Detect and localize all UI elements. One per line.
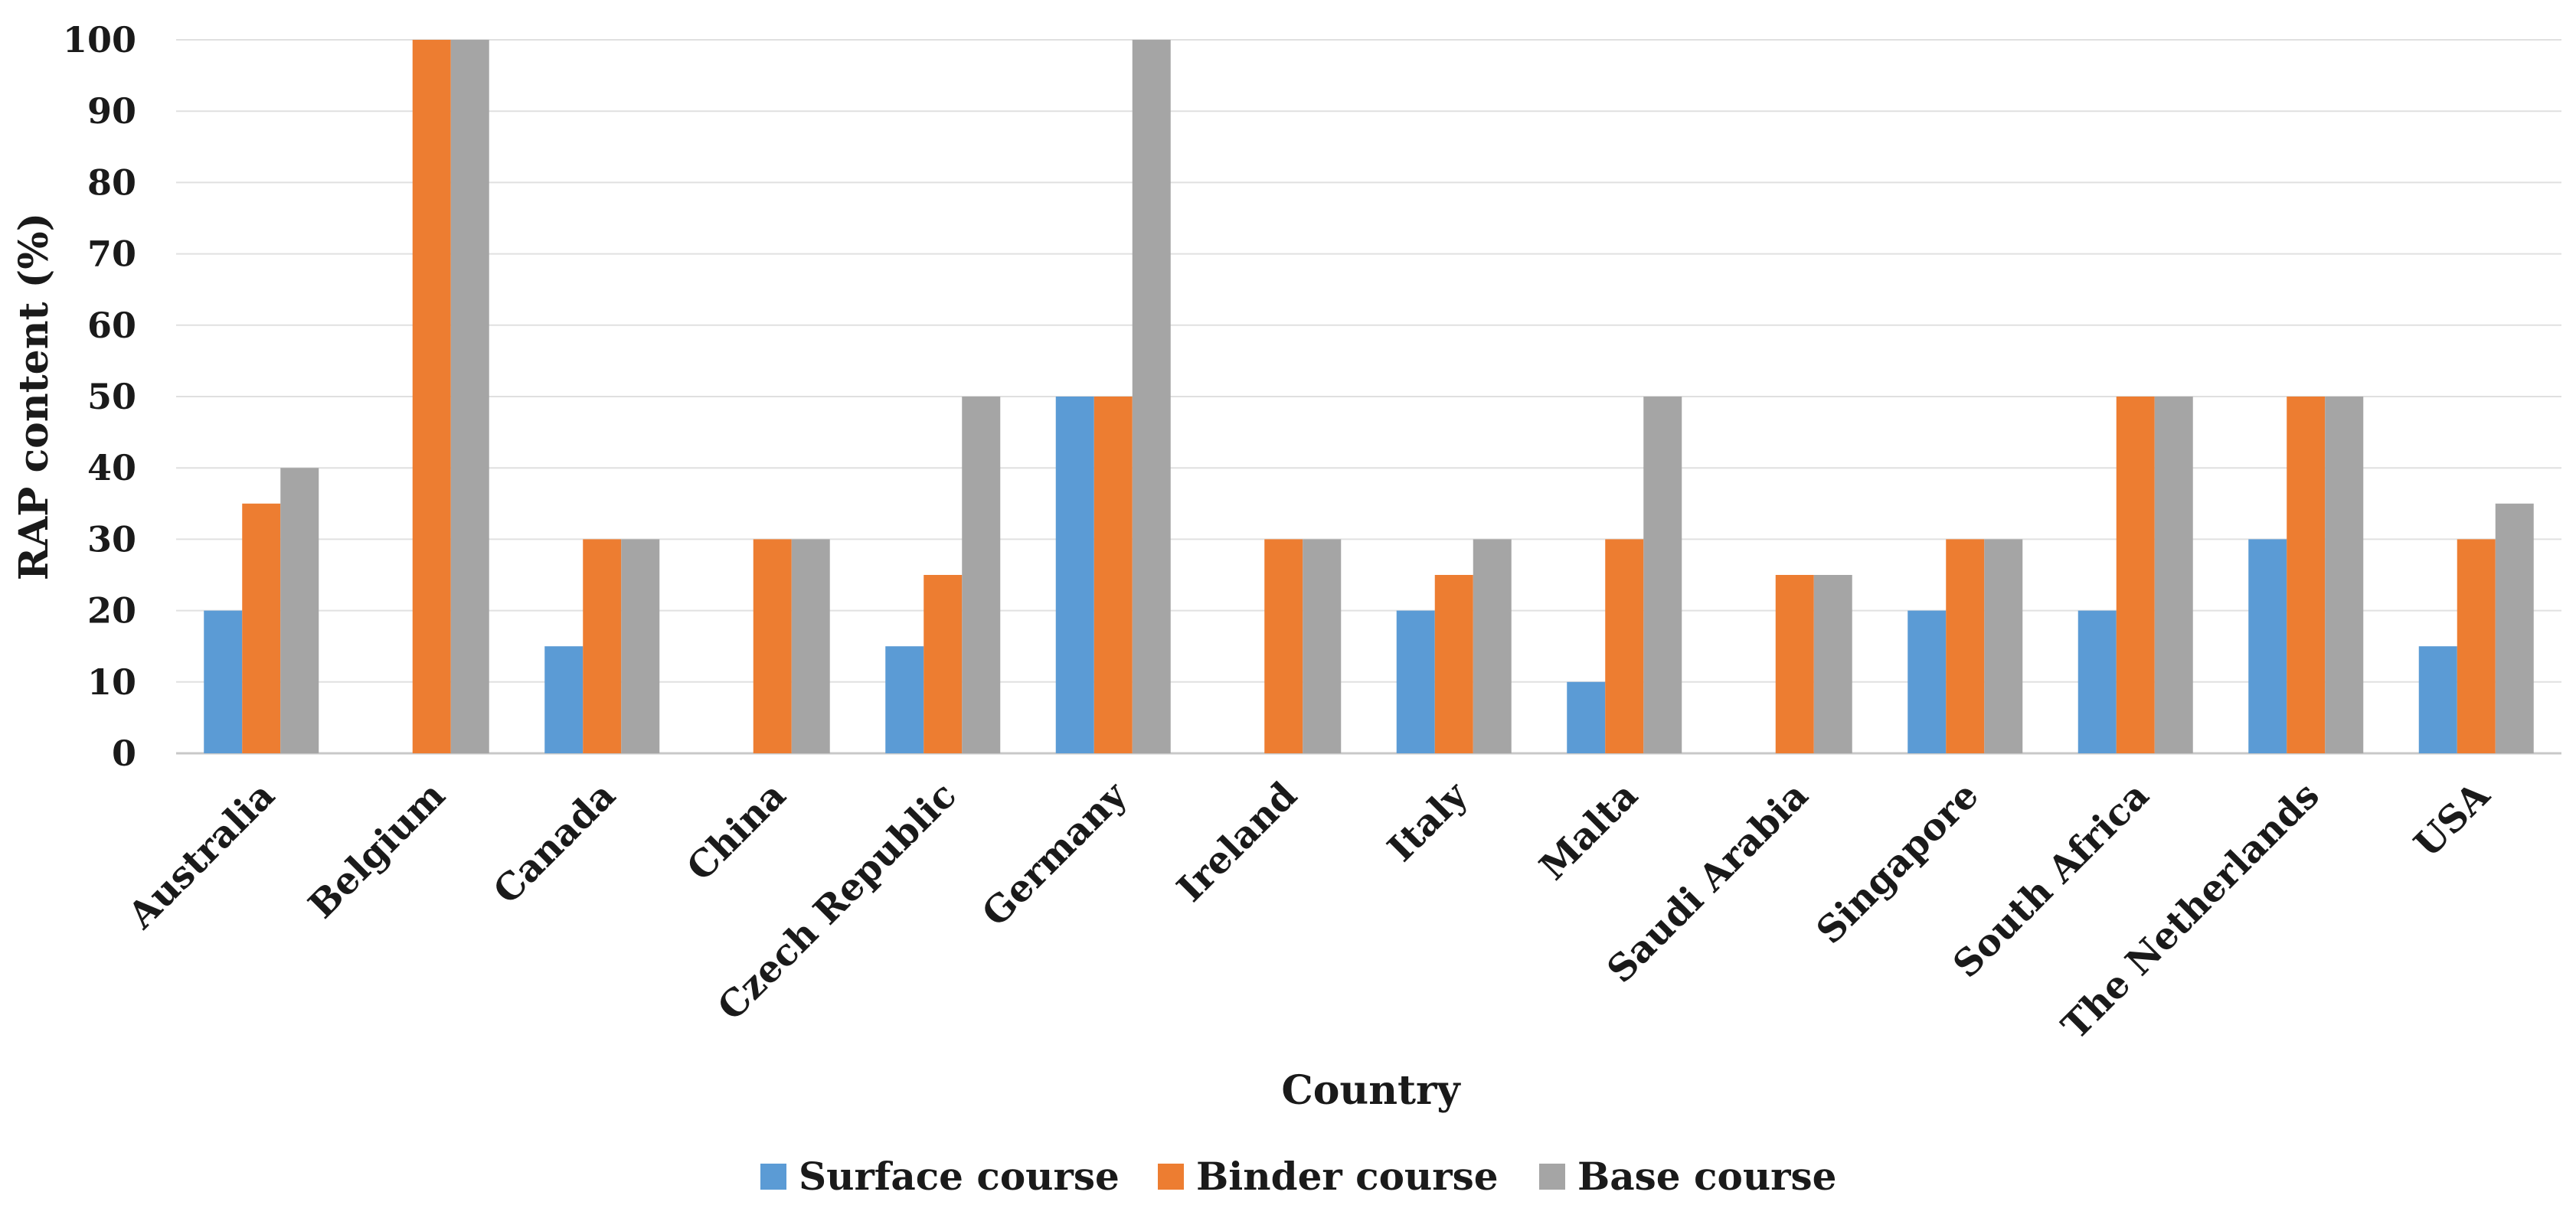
legend-swatch xyxy=(760,1164,786,1190)
bar-group xyxy=(1055,40,1171,753)
legend-item: Surface course xyxy=(760,1154,1120,1199)
x-tick-label: Malta xyxy=(1532,774,1646,889)
x-tick-label: Australia xyxy=(119,774,283,938)
bar xyxy=(2457,539,2496,753)
bars xyxy=(204,40,2534,753)
y-tick-label: 80 xyxy=(87,162,136,203)
bar xyxy=(204,610,243,753)
y-tick-label: 30 xyxy=(87,518,136,560)
bar xyxy=(1396,610,1435,753)
bar xyxy=(2325,397,2364,753)
bar xyxy=(2418,646,2457,753)
bar xyxy=(2248,539,2287,753)
x-tick-label: Germany xyxy=(974,772,1136,935)
bar xyxy=(1813,575,1852,753)
bar-group xyxy=(885,397,1001,753)
bar xyxy=(1055,397,1094,753)
x-tick-label: Canada xyxy=(485,774,624,913)
bar-group xyxy=(412,40,489,753)
y-tick-label: 10 xyxy=(87,661,136,703)
bar xyxy=(621,539,660,753)
y-tick-label: 20 xyxy=(87,590,136,632)
y-tick-label: 50 xyxy=(87,376,136,417)
x-tick-label: China xyxy=(678,774,794,890)
x-tick-label: Belgium xyxy=(300,774,453,927)
bar xyxy=(1473,539,1512,753)
bar-group xyxy=(2418,503,2534,753)
bar-group xyxy=(1907,539,2023,753)
y-axis-title: RAP content (%) xyxy=(11,213,57,581)
bar-group xyxy=(544,539,660,753)
bar-group xyxy=(2248,397,2364,753)
x-tick-label: Italy xyxy=(1379,772,1476,870)
bar xyxy=(1303,539,1342,753)
bar xyxy=(791,539,830,753)
y-tick-label: 90 xyxy=(87,90,136,132)
legend-item: Binder course xyxy=(1158,1154,1499,1199)
x-axis-title: Country xyxy=(1281,1067,1461,1114)
bar xyxy=(1567,681,1606,753)
bar xyxy=(2154,397,2193,753)
bar xyxy=(544,646,584,753)
bar xyxy=(2116,397,2155,753)
bar xyxy=(924,575,963,753)
bar xyxy=(583,539,622,753)
bar-group xyxy=(2077,397,2193,753)
x-tick-label: Singapore xyxy=(1808,774,1986,952)
y-axis-ticks: 0 10 20 30 40 50 60 70 80 90 100 xyxy=(63,19,136,774)
legend-label: Base course xyxy=(1577,1154,1836,1199)
bar-group xyxy=(753,539,830,753)
bar xyxy=(2077,610,2117,753)
bar xyxy=(885,646,924,753)
bar xyxy=(1775,575,1814,753)
bar xyxy=(450,40,489,753)
x-tick-label: Ireland xyxy=(1169,774,1305,910)
bar xyxy=(1984,539,2023,753)
y-tick-label: 100 xyxy=(63,19,136,60)
bar xyxy=(1605,539,1644,753)
legend-swatch xyxy=(1158,1164,1184,1190)
bar xyxy=(1264,539,1303,753)
grid-lines xyxy=(176,39,2561,755)
bar xyxy=(2495,503,2534,753)
bar xyxy=(1643,397,1682,753)
bar xyxy=(962,397,1001,753)
legend-label: Surface course xyxy=(799,1154,1120,1199)
bar xyxy=(2287,397,2326,753)
bar-group xyxy=(204,468,319,753)
bar xyxy=(753,539,792,753)
bar xyxy=(1093,397,1133,753)
bar xyxy=(242,503,281,753)
y-tick-label: 70 xyxy=(87,233,136,275)
legend-item: Base course xyxy=(1539,1154,1836,1199)
bar xyxy=(1946,539,1985,753)
legend-label: Binder course xyxy=(1196,1154,1499,1199)
legend-swatch xyxy=(1539,1164,1565,1190)
bar xyxy=(280,468,319,753)
y-tick-label: 60 xyxy=(87,305,136,346)
legend: Surface course Binder course Base course xyxy=(760,1154,1836,1199)
bar xyxy=(1907,610,1947,753)
bar-group xyxy=(1567,397,1682,753)
bar xyxy=(412,40,451,753)
bar-group xyxy=(1396,539,1512,753)
y-tick-label: 0 xyxy=(112,733,136,774)
bar-group xyxy=(1775,575,1852,753)
x-tick-label: USA xyxy=(2406,773,2499,866)
bar-group xyxy=(1264,539,1342,753)
bar xyxy=(1434,575,1473,753)
bar xyxy=(1132,40,1171,753)
y-tick-label: 40 xyxy=(87,447,136,488)
